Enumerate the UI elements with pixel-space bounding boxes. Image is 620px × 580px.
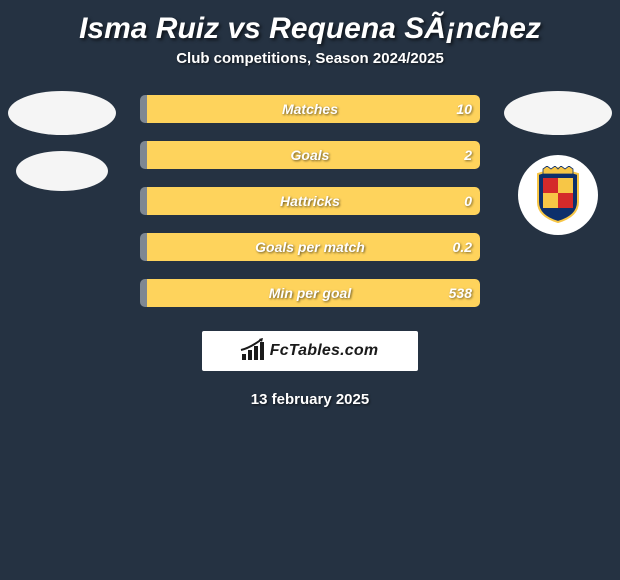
page-title: Isma Ruiz vs Requena SÃ¡nchez [0,0,620,50]
bar-right-segment: 10 [147,95,480,123]
stat-bar: 2Goals [140,141,480,169]
brand-box[interactable]: FcTables.com [202,331,418,371]
brand-chart-icon [242,342,264,360]
stat-bar: 0Hattricks [140,187,480,215]
bar-right-segment: 538 [147,279,480,307]
brand-text: FcTables.com [270,342,379,360]
stat-bar: 538Min per goal [140,279,480,307]
report-date: 13 february 2025 [0,391,620,408]
bar-right-segment: 2 [147,141,480,169]
comparison-panel: 10Matches 2Goals 0Hattricks 0.2Goals per ma… [0,91,620,307]
left-player-emblems [8,91,116,191]
left-emblem-2 [16,151,108,191]
bar-right-segment: 0.2 [147,233,480,261]
subtitle: Club competitions, Season 2024/2025 [0,50,620,91]
right-emblem-1 [504,91,612,135]
right-player-emblems [504,91,612,235]
left-emblem-1 [8,91,116,135]
stat-bars: 10Matches 2Goals 0Hattricks 0.2Goals per ma… [140,91,480,307]
villarreal-crest-icon [533,166,583,224]
bar-right-segment: 0 [147,187,480,215]
stat-bar: 0.2Goals per match [140,233,480,261]
club-badge [518,155,598,235]
main-container: Isma Ruiz vs Requena SÃ¡nchez Club compe… [0,0,620,580]
stat-bar: 10Matches [140,95,480,123]
